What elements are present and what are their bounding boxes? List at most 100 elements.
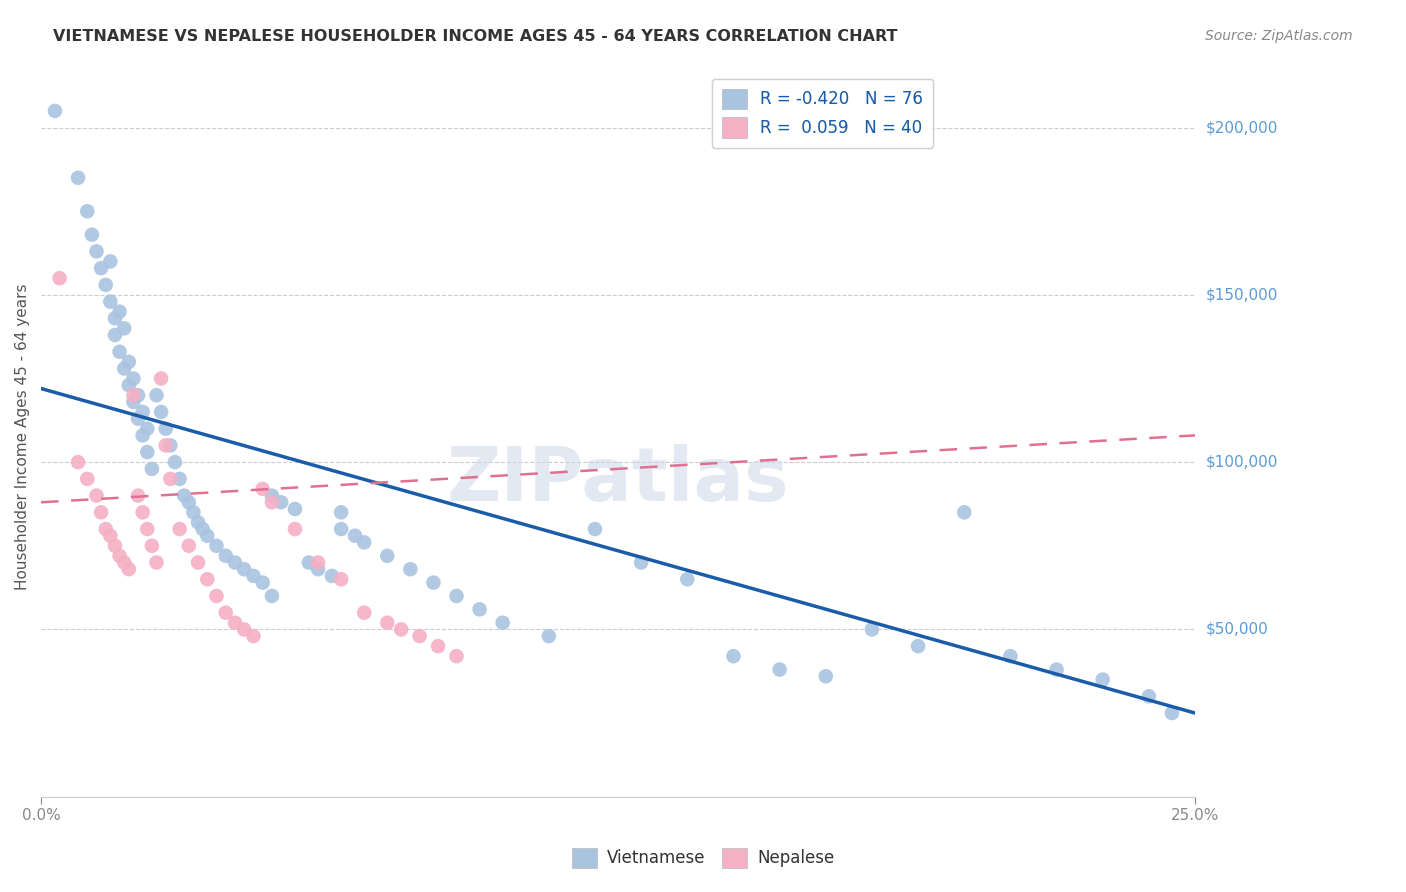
Point: [187, 516, 209, 530]
Point: [630, 556, 652, 570]
Point: [112, 321, 135, 335]
Point: [67, 455, 90, 469]
Text: Source: ZipAtlas.com: Source: ZipAtlas.com: [1205, 29, 1353, 43]
Point: [307, 562, 329, 576]
Point: [104, 311, 127, 326]
Point: [1137, 690, 1160, 704]
Point: [422, 575, 444, 590]
Point: [252, 482, 274, 496]
Point: [76, 204, 98, 219]
Point: [86, 244, 108, 259]
Point: [215, 549, 238, 563]
Point: [224, 556, 246, 570]
Text: $150,000: $150,000: [1206, 287, 1278, 302]
Text: ZIPatlas: ZIPatlas: [447, 443, 789, 516]
Point: [353, 606, 375, 620]
Point: [90, 505, 112, 519]
Point: [907, 639, 929, 653]
Point: [150, 371, 173, 385]
Point: [131, 428, 153, 442]
Point: [112, 361, 135, 376]
Point: [353, 535, 375, 549]
Point: [242, 569, 264, 583]
Point: [122, 395, 145, 409]
Point: [44, 103, 66, 118]
Point: [118, 355, 141, 369]
Point: [90, 261, 112, 276]
Point: [131, 405, 153, 419]
Point: [104, 539, 127, 553]
Point: [468, 602, 491, 616]
Point: [98, 254, 121, 268]
Point: [953, 505, 976, 519]
Point: [260, 489, 283, 503]
Point: [195, 572, 218, 586]
Point: [191, 522, 214, 536]
Point: [242, 629, 264, 643]
Point: [321, 569, 343, 583]
Point: [127, 489, 149, 503]
Point: [108, 549, 131, 563]
Point: [205, 589, 228, 603]
Point: [187, 556, 209, 570]
Point: [330, 572, 353, 586]
Point: [108, 344, 131, 359]
Point: [224, 615, 246, 630]
Point: [375, 615, 398, 630]
Point: [145, 556, 167, 570]
Point: [127, 388, 149, 402]
Point: [76, 472, 98, 486]
Point: [80, 227, 103, 242]
Point: [48, 271, 70, 285]
Text: $200,000: $200,000: [1206, 120, 1278, 135]
Point: [814, 669, 837, 683]
Point: [136, 445, 159, 459]
Point: [67, 170, 90, 185]
Point: [427, 639, 450, 653]
Point: [399, 562, 422, 576]
Point: [104, 328, 127, 343]
Point: [98, 294, 121, 309]
Point: [177, 495, 200, 509]
Point: [330, 505, 353, 519]
Point: [307, 556, 329, 570]
Point: [127, 411, 149, 425]
Point: [1161, 706, 1184, 720]
Point: [122, 388, 145, 402]
Point: [145, 388, 167, 402]
Point: [389, 623, 412, 637]
Point: [260, 589, 283, 603]
Point: [768, 663, 790, 677]
Point: [150, 405, 173, 419]
Point: [298, 556, 321, 570]
Point: [537, 629, 560, 643]
Y-axis label: Householder Income Ages 45 - 64 years: Householder Income Ages 45 - 64 years: [15, 284, 30, 591]
Point: [86, 489, 108, 503]
Point: [183, 505, 205, 519]
Point: [108, 304, 131, 318]
Text: VIETNAMESE VS NEPALESE HOUSEHOLDER INCOME AGES 45 - 64 YEARS CORRELATION CHART: VIETNAMESE VS NEPALESE HOUSEHOLDER INCOM…: [53, 29, 898, 44]
Point: [446, 589, 468, 603]
Point: [112, 556, 135, 570]
Point: [136, 422, 159, 436]
Point: [1000, 649, 1022, 664]
Point: [155, 422, 177, 436]
Point: [284, 502, 307, 516]
Point: [159, 438, 181, 452]
Point: [583, 522, 606, 536]
Point: [177, 539, 200, 553]
Point: [676, 572, 699, 586]
Point: [205, 539, 228, 553]
Point: [159, 472, 181, 486]
Point: [492, 615, 515, 630]
Point: [163, 455, 186, 469]
Point: [118, 562, 141, 576]
Legend: R = -0.420   N = 76, R =  0.059   N = 40: R = -0.420 N = 76, R = 0.059 N = 40: [711, 78, 932, 147]
Point: [233, 562, 256, 576]
Point: [260, 495, 283, 509]
Point: [233, 623, 256, 637]
Point: [860, 623, 883, 637]
Point: [408, 629, 430, 643]
Point: [343, 529, 366, 543]
Point: [252, 575, 274, 590]
